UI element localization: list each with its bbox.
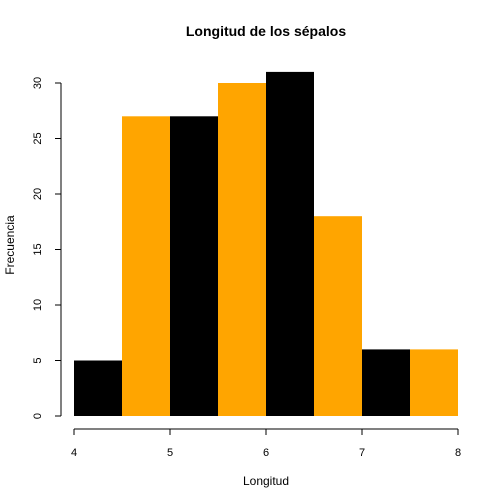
x-tick-label-8: 8 [455, 447, 461, 459]
histogram-bar-5 [266, 71, 314, 417]
y-axis-label: Frecuencia [3, 215, 17, 275]
y-tick-label-25: 25 [32, 132, 44, 144]
x-tick-label-7: 7 [359, 447, 365, 459]
y-tick-label-30: 30 [32, 77, 44, 89]
x-tick-label-5: 5 [167, 447, 173, 459]
histogram-bar-4 [218, 83, 266, 416]
y-tick-label-20: 20 [32, 188, 44, 200]
chart-title: Longitud de los sépalos [186, 23, 346, 39]
histogram-bar-6 [314, 216, 362, 416]
y-tick-label-5: 5 [32, 357, 44, 363]
y-axis: 0 5 10 15 20 25 30 [32, 77, 62, 419]
x-axis: 4 5 6 7 8 [71, 428, 461, 459]
histogram-bar-3 [170, 116, 218, 417]
histogram-bar-2 [122, 116, 170, 417]
histogram-bar-1 [74, 360, 122, 416]
y-tick-label-10: 10 [32, 299, 44, 311]
x-tick-label-4: 4 [71, 447, 77, 459]
histogram-bar-8 [410, 349, 458, 416]
bars-group [74, 71, 458, 417]
x-tick-label-6: 6 [263, 447, 269, 459]
x-axis-label: Longitud [243, 474, 289, 488]
y-tick-label-0: 0 [32, 413, 44, 419]
y-tick-label-15: 15 [32, 243, 44, 255]
histogram-bar-7 [362, 349, 410, 416]
